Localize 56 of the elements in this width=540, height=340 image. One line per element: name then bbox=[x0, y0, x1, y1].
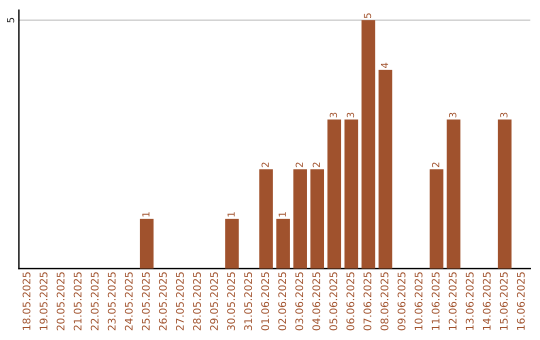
data-label: 3 bbox=[346, 112, 354, 118]
x-tick-label: 19.05.2025 bbox=[40, 272, 48, 330]
x-tick-label: 10.06.2025 bbox=[414, 272, 423, 330]
x-tick-label: 20.05.2025 bbox=[56, 272, 65, 330]
x-tick-label: 08.06.2025 bbox=[380, 272, 388, 330]
x-tick-label: 23.05.2025 bbox=[108, 272, 116, 330]
x-tick-label: 30.05.2025 bbox=[227, 272, 235, 330]
data-label: 3 bbox=[330, 112, 338, 118]
bar bbox=[378, 70, 392, 269]
x-tick-label: 02.06.2025 bbox=[278, 272, 286, 330]
data-label: 3 bbox=[500, 112, 508, 118]
x-tick-label: 05.06.2025 bbox=[329, 272, 338, 330]
bar bbox=[225, 218, 239, 269]
bar bbox=[259, 169, 273, 269]
bar bbox=[446, 120, 460, 269]
data-label: 5 bbox=[364, 13, 372, 18]
x-tick-label: 22.05.2025 bbox=[90, 272, 99, 330]
data-label: 2 bbox=[312, 162, 320, 168]
data-label: 2 bbox=[432, 162, 440, 168]
x-tick-label: 29.05.2025 bbox=[210, 272, 218, 330]
bar bbox=[344, 120, 358, 269]
x-tick-label: 31.05.2025 bbox=[244, 272, 252, 330]
x-tick-label: 28.05.2025 bbox=[193, 272, 201, 330]
x-tick-label: 24.05.2025 bbox=[124, 272, 133, 330]
bar bbox=[362, 20, 376, 269]
data-label: 2 bbox=[262, 162, 269, 168]
data-label: 1 bbox=[228, 212, 235, 216]
bar bbox=[430, 169, 444, 269]
x-tick-label: 09.06.2025 bbox=[398, 272, 406, 330]
bar bbox=[140, 218, 154, 269]
bar bbox=[310, 169, 324, 269]
x-tick-label: 25.05.2025 bbox=[142, 272, 150, 330]
data-label: 2 bbox=[296, 162, 303, 168]
bar bbox=[498, 120, 512, 269]
x-tick-label: 12.06.2025 bbox=[448, 272, 457, 330]
x-tick-label: 21.05.2025 bbox=[74, 272, 82, 330]
x-tick-label: 15.06.2025 bbox=[500, 272, 508, 330]
bar bbox=[293, 169, 307, 269]
x-tick-label: 16.06.2025 bbox=[516, 272, 525, 330]
x-tick-label: 03.06.2025 bbox=[295, 272, 304, 330]
data-label: 1 bbox=[142, 212, 150, 216]
x-tick-label: 01.06.2025 bbox=[261, 272, 270, 330]
x-tick-label: 06.06.2025 bbox=[346, 272, 354, 330]
bar bbox=[327, 120, 342, 269]
x-tick-label: 04.06.2025 bbox=[312, 272, 320, 330]
data-label: 3 bbox=[449, 112, 456, 118]
x-tick-label: 18.05.2025 bbox=[22, 272, 30, 330]
data-label: 4 bbox=[380, 62, 388, 68]
data-label: 1 bbox=[278, 212, 286, 216]
x-tick-label: 14.06.2025 bbox=[482, 272, 491, 330]
bar bbox=[276, 218, 290, 269]
x-tick-label: 07.06.2025 bbox=[363, 272, 372, 330]
x-tick-label: 26.05.2025 bbox=[158, 272, 167, 330]
x-tick-label: 27.05.2025 bbox=[176, 272, 184, 330]
x-tick-label: 11.06.2025 bbox=[432, 272, 440, 330]
x-tick-label: 13.06.2025 bbox=[466, 272, 474, 330]
